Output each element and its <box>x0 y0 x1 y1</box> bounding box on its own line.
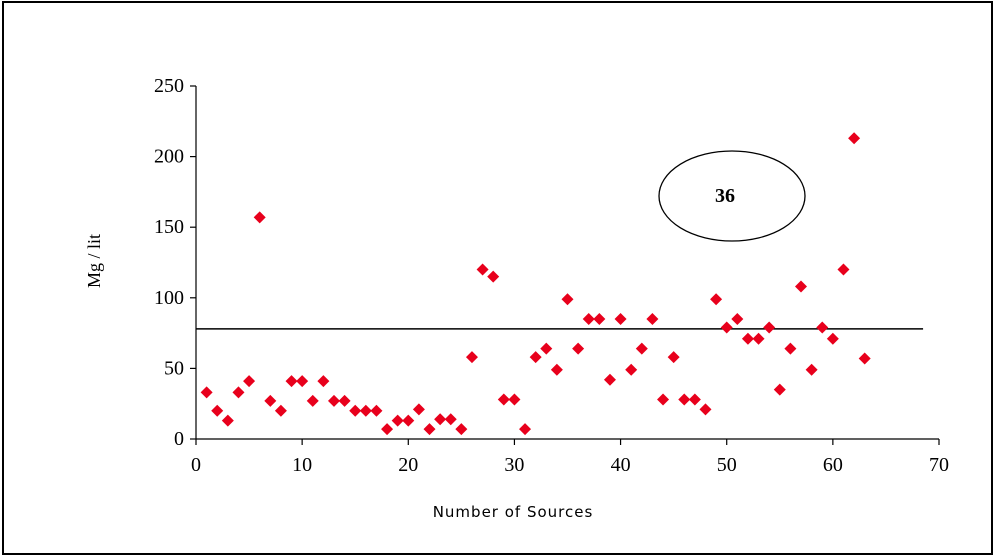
data-point <box>497 393 510 406</box>
data-point <box>296 375 309 388</box>
data-point <box>465 351 478 364</box>
data-point <box>359 404 372 417</box>
data-point <box>455 423 468 436</box>
x-tick-label: 40 <box>611 454 631 476</box>
data-point <box>200 386 213 399</box>
data-point <box>327 394 340 407</box>
x-tick-label: 10 <box>292 454 312 476</box>
data-point <box>423 423 436 436</box>
data-point <box>487 270 500 283</box>
data-point <box>667 351 680 364</box>
x-tick-label: 0 <box>191 454 201 476</box>
x-tick-label: 30 <box>504 454 524 476</box>
data-point <box>795 280 808 293</box>
y-tick-label: 150 <box>154 216 184 238</box>
data-point <box>784 342 797 355</box>
data-point <box>752 332 765 345</box>
x-tick-label: 60 <box>823 454 843 476</box>
annotation-label: 36 <box>715 185 735 207</box>
data-point <box>816 321 829 334</box>
annotation-callout: 36 <box>658 150 806 242</box>
data-point <box>741 332 754 345</box>
data-point <box>253 211 266 224</box>
data-point <box>476 263 489 276</box>
data-point <box>550 363 563 376</box>
data-point <box>593 312 606 325</box>
y-tick-label: 0 <box>174 428 184 450</box>
data-point <box>657 393 670 406</box>
y-tick-label: 250 <box>154 75 184 97</box>
data-point <box>349 404 362 417</box>
data-point <box>763 321 776 334</box>
y-tick-label: 200 <box>154 146 184 168</box>
y-axis-label: Mg / lit <box>84 234 104 288</box>
data-point <box>603 373 616 386</box>
data-point <box>710 293 723 306</box>
data-point <box>338 394 351 407</box>
data-point <box>826 332 839 345</box>
data-point <box>221 414 234 427</box>
axes <box>195 86 939 440</box>
data-point <box>773 383 786 396</box>
data-point <box>264 394 277 407</box>
data-points <box>200 132 871 436</box>
data-point <box>635 342 648 355</box>
data-point <box>306 394 319 407</box>
data-point <box>625 363 638 376</box>
data-point <box>582 312 595 325</box>
data-point <box>402 414 415 427</box>
scatter-chart: 0 50 100 150 200 250 0 10 20 30 40 50 60 70 36 Number… <box>84 75 949 521</box>
data-point <box>317 375 330 388</box>
data-point <box>243 375 256 388</box>
data-point <box>699 403 712 416</box>
ticks: 0 50 100 150 200 250 0 10 20 30 40 50 60 70 <box>154 75 949 476</box>
data-point <box>519 423 532 436</box>
data-point <box>720 321 733 334</box>
data-point <box>731 312 744 325</box>
data-point <box>678 393 691 406</box>
data-point <box>614 312 627 325</box>
data-point <box>508 393 521 406</box>
data-point <box>274 404 287 417</box>
data-point <box>444 413 457 426</box>
data-point <box>391 414 404 427</box>
data-point <box>370 404 383 417</box>
data-point <box>572 342 585 355</box>
data-point <box>646 312 659 325</box>
data-point <box>529 351 542 364</box>
x-tick-label: 50 <box>717 454 737 476</box>
data-point <box>805 363 818 376</box>
data-point <box>858 352 871 365</box>
data-point <box>211 404 224 417</box>
data-point <box>540 342 553 355</box>
y-tick-label: 50 <box>164 357 184 379</box>
x-tick-label: 20 <box>398 454 418 476</box>
data-point <box>381 423 394 436</box>
data-point <box>561 293 574 306</box>
data-point <box>232 386 245 399</box>
data-point <box>688 393 701 406</box>
data-point <box>285 375 298 388</box>
x-tick-label: 70 <box>929 454 949 476</box>
annotation-ellipse <box>658 150 806 242</box>
data-point <box>848 132 861 145</box>
data-point <box>837 263 850 276</box>
data-point <box>434 413 447 426</box>
x-axis-label: Number of Sources <box>433 503 594 521</box>
y-tick-label: 100 <box>154 287 184 309</box>
data-point <box>412 403 425 416</box>
